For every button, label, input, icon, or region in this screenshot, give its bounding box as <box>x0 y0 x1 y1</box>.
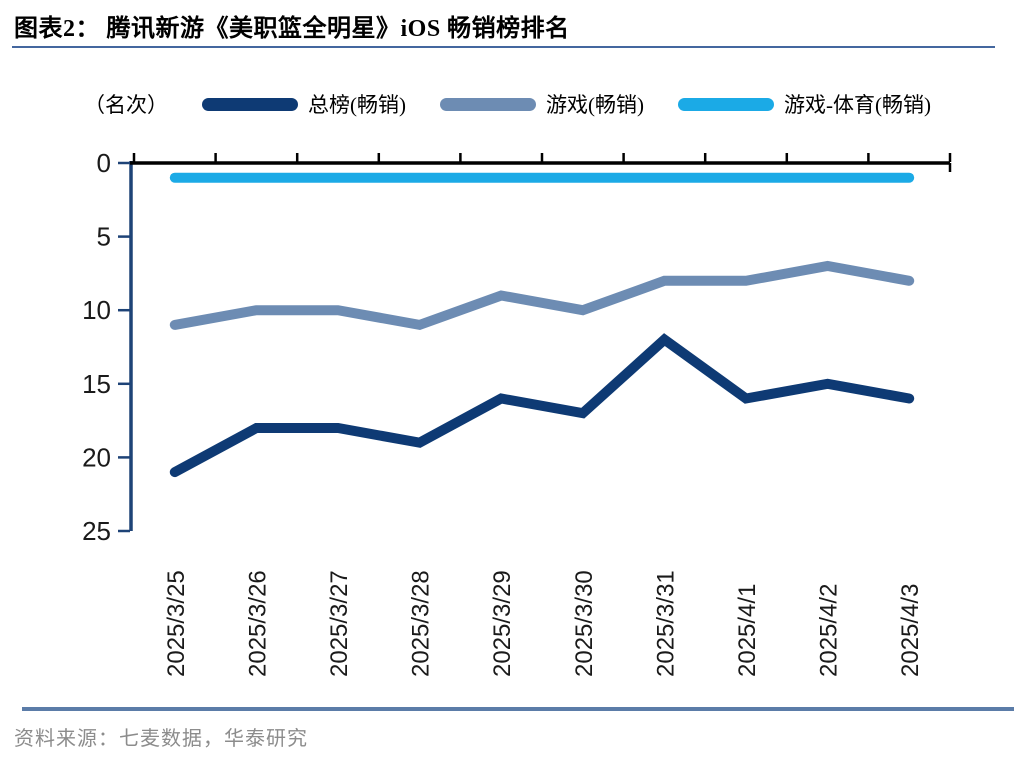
svg-text:2025/4/3: 2025/4/3 <box>897 584 924 677</box>
svg-text:15: 15 <box>82 369 111 399</box>
legend-label: 游戏-体育(畅销) <box>784 93 931 117</box>
svg-text:2025/3/28: 2025/3/28 <box>408 570 435 677</box>
svg-text:2025/4/1: 2025/4/1 <box>734 584 761 677</box>
svg-text:2025/3/26: 2025/3/26 <box>244 570 271 677</box>
legend-label: 游戏(畅销) <box>546 93 644 117</box>
legend-label: 总榜(畅销) <box>308 93 406 117</box>
line-chart: 0 5 10 15 20 25 2025/3/25 2025/3/26 2025/3/27 202… <box>0 140 1036 690</box>
ranking-line-chart-canvas: 0 5 10 15 20 25 2025/3/25 2025/3/26 2025/3/27 202… <box>82 148 952 677</box>
data-source-note: 资料来源：七麦数据，华泰研究 <box>14 728 308 750</box>
svg-text:2025/3/31: 2025/3/31 <box>652 570 679 677</box>
svg-text:2025/3/29: 2025/3/29 <box>489 570 516 677</box>
chart-legend: （名次） 总榜(畅销) 游戏(畅销) 游戏-体育(畅销) <box>84 86 931 122</box>
legend-swatch-sports-games-rank-icon <box>678 97 774 111</box>
legend-item-sports-games-rank: 游戏-体育(畅销) <box>678 89 931 119</box>
svg-text:0: 0 <box>97 148 111 178</box>
legend-item-games-rank: 游戏(畅销) <box>440 89 644 119</box>
svg-text:2025/4/2: 2025/4/2 <box>816 584 843 677</box>
svg-text:2025/3/25: 2025/3/25 <box>163 570 190 677</box>
figure-title: 图表2： 腾讯新游《美职篮全明星》iOS 畅销榜排名 <box>14 16 570 42</box>
svg-text:5: 5 <box>97 222 111 252</box>
footer-divider <box>22 707 1014 711</box>
svg-text:10: 10 <box>82 295 111 325</box>
legend-swatch-games-rank-icon <box>440 97 536 111</box>
title-underline <box>12 46 995 48</box>
svg-text:25: 25 <box>82 516 111 546</box>
legend-swatch-total-rank-icon <box>202 97 298 111</box>
svg-text:20: 20 <box>82 442 111 472</box>
legend-item-total-rank: 总榜(畅销) <box>202 89 406 119</box>
svg-text:2025/3/27: 2025/3/27 <box>326 570 353 677</box>
svg-text:2025/3/30: 2025/3/30 <box>571 570 598 677</box>
y-axis-unit-label: （名次） <box>84 93 168 117</box>
